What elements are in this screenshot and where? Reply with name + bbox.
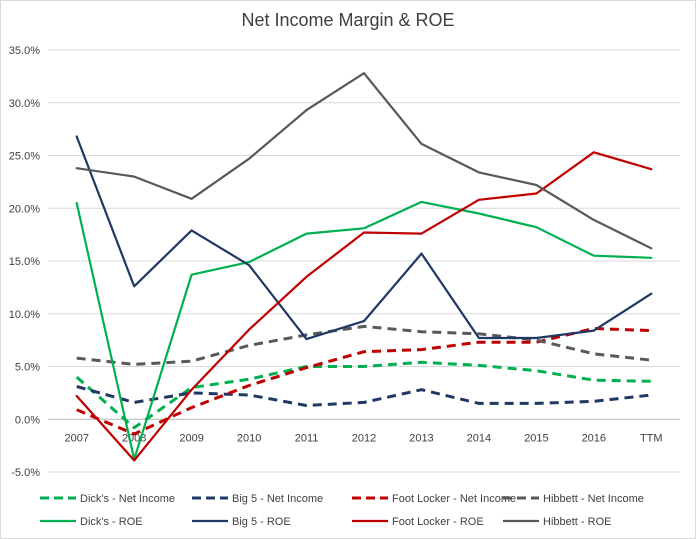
legend-label: Dick's - Net Income: [80, 493, 175, 505]
series-line: [76, 327, 652, 436]
x-tick-label: 2012: [352, 432, 376, 444]
y-tick-label: 20.0%: [9, 203, 40, 215]
series-line: [76, 385, 652, 407]
series-line: [76, 324, 652, 366]
y-tick-label: 0.0%: [15, 414, 40, 426]
y-tick-label: 35.0%: [9, 45, 40, 57]
x-tick-label: 2011: [295, 432, 319, 444]
y-tick-label: 5.0%: [15, 362, 40, 374]
legend-label: Dick's - ROE: [80, 516, 143, 528]
x-tick-label: 2010: [237, 432, 261, 444]
legend-label: Foot Locker - ROE: [392, 516, 484, 528]
y-tick-label: 30.0%: [9, 98, 40, 110]
chart-title: Net Income Margin & ROE: [241, 10, 455, 30]
legend-label: Big 5 - ROE: [232, 516, 291, 528]
series-line: [75, 72, 653, 250]
legend-label: Hibbett - ROE: [543, 516, 611, 528]
x-tick-label: 2009: [179, 432, 203, 444]
y-tick-label: 25.0%: [9, 151, 40, 163]
series-line: [75, 200, 653, 461]
x-tick-label: TTM: [640, 432, 663, 444]
series-line: [75, 360, 652, 430]
y-tick-label: 10.0%: [9, 309, 40, 321]
legend-label: Hibbett - Net Income: [543, 493, 644, 505]
legend-label: Foot Locker - Net Income: [392, 493, 516, 505]
y-tick-label: 15.0%: [9, 256, 40, 268]
x-tick-label: 2016: [582, 432, 606, 444]
legend-label: Big 5 - Net Income: [232, 493, 323, 505]
x-tick-label: 2007: [64, 432, 88, 444]
x-tick-label: 2015: [524, 432, 548, 444]
x-tick-label: 2014: [467, 432, 491, 444]
series-line: [75, 135, 653, 341]
y-tick-label: -5.0%: [11, 467, 40, 479]
series-line: [75, 151, 653, 462]
x-tick-label: 2013: [409, 432, 433, 444]
